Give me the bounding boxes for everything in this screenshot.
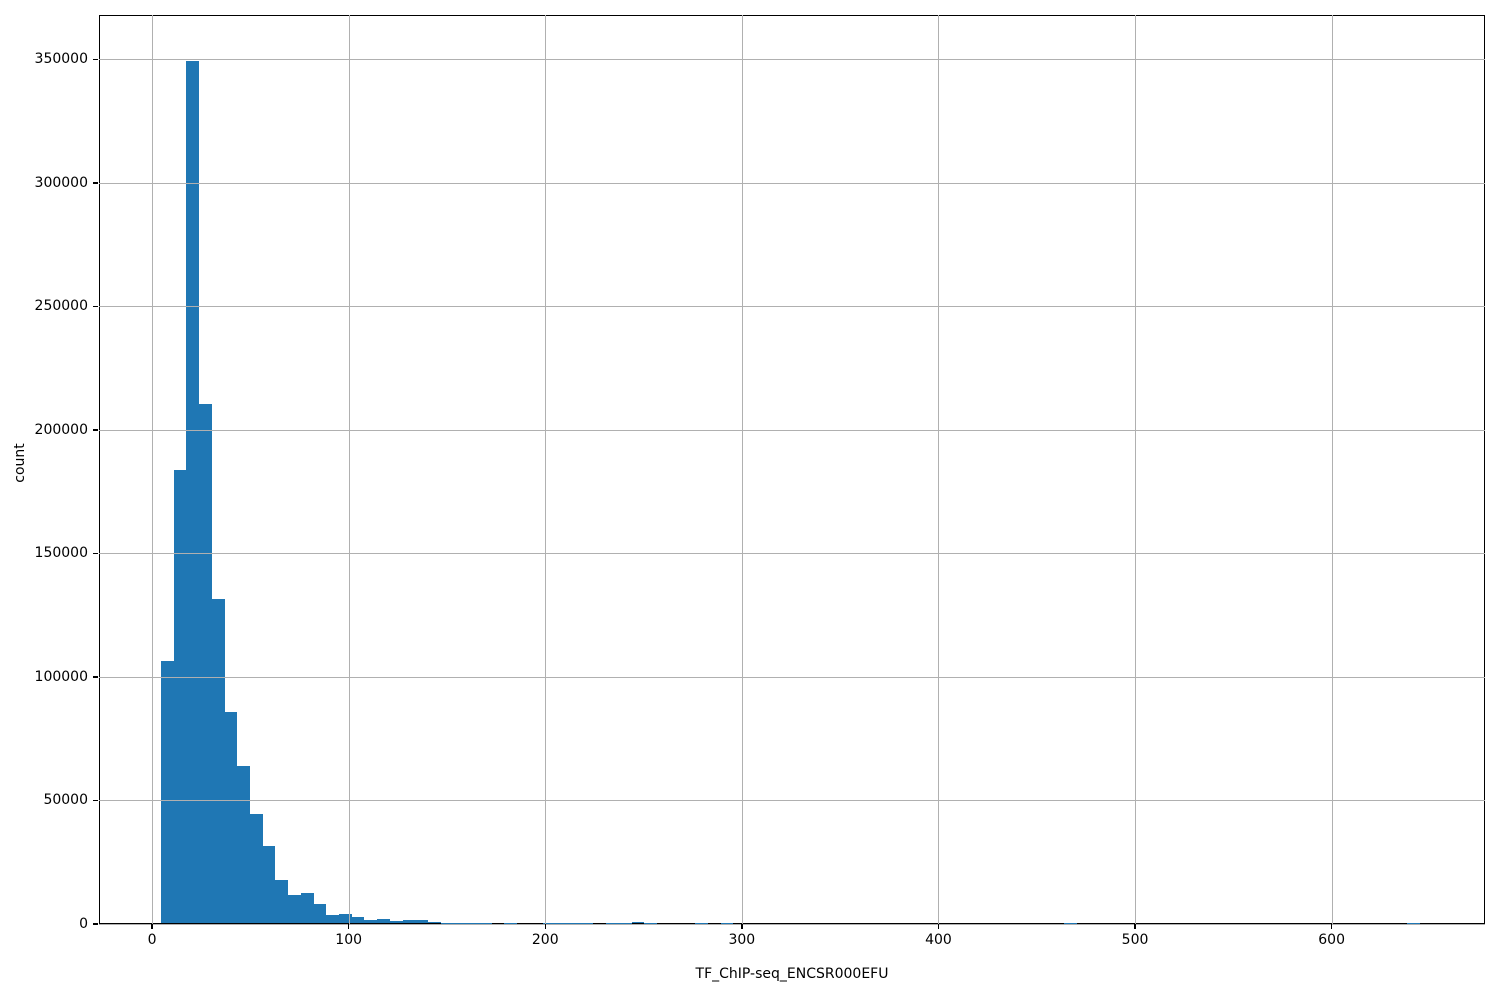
- histogram-bar: [415, 919, 429, 924]
- y-grid-line: [99, 800, 1485, 802]
- histogram-bar: [224, 711, 238, 924]
- histogram-bar: [326, 915, 339, 924]
- y-tick-mark: [93, 305, 98, 308]
- histogram-bar: [237, 765, 250, 924]
- histogram-bar: [389, 921, 403, 924]
- x-grid-line: [152, 15, 154, 924]
- histogram-bar: [288, 895, 301, 924]
- y-tick-label: 150000: [34, 545, 88, 562]
- y-tick-mark: [93, 552, 98, 555]
- y-tick-label: 300000: [34, 174, 88, 191]
- y-grid-line: [99, 306, 1485, 308]
- histogram-bar: [631, 921, 645, 924]
- y-tick-mark: [93, 923, 98, 925]
- x-tick-label: 400: [925, 932, 952, 948]
- x-grid-line: [938, 15, 940, 924]
- y-grid-line: [99, 924, 1485, 925]
- histogram-bar: [300, 893, 314, 924]
- y-tick-mark: [93, 182, 98, 184]
- y-grid-line: [99, 553, 1485, 555]
- y-tick-mark: [93, 799, 98, 802]
- histogram-bar: [313, 904, 327, 924]
- histogram-bar: [402, 919, 416, 924]
- y-tick-label: 0: [79, 916, 88, 932]
- x-grid-line: [1331, 15, 1333, 924]
- histogram-bar: [275, 879, 289, 924]
- histogram-bar: [453, 922, 467, 924]
- histogram-bar: [199, 404, 212, 924]
- y-tick-label: 50000: [43, 792, 88, 809]
- y-grid-line: [99, 676, 1485, 678]
- y-axis-label: count: [12, 443, 28, 483]
- x-tick-mark: [1330, 924, 1333, 929]
- histogram-bar: [695, 922, 708, 924]
- y-tick-label: 100000: [34, 668, 88, 685]
- y-grid-line: [99, 182, 1485, 184]
- y-tick-mark: [93, 58, 98, 61]
- y-tick-label: 200000: [34, 421, 88, 438]
- histogram-bar: [173, 469, 187, 924]
- histogram-bar: [1064, 922, 1077, 924]
- histogram-bar: [160, 660, 174, 924]
- histogram-bar: [504, 922, 518, 924]
- histogram-bar: [262, 845, 276, 924]
- plot-area: [99, 15, 1485, 924]
- x-tick-mark: [544, 924, 546, 929]
- histogram-bar: [1407, 922, 1421, 924]
- x-tick-label: 300: [728, 932, 756, 948]
- y-tick-mark: [93, 429, 98, 431]
- x-grid-line: [1135, 15, 1137, 924]
- x-tick-label: 200: [531, 932, 559, 948]
- histogram-bar: [440, 922, 454, 924]
- histogram-bar: [364, 920, 378, 924]
- x-axis-label: TF_ChIP-seq_ENCSR000EFU: [695, 966, 889, 982]
- x-tick-mark: [347, 924, 350, 929]
- histogram-bar: [377, 918, 390, 924]
- histogram-bar: [211, 599, 225, 924]
- x-tick-mark: [741, 924, 743, 929]
- x-tick-label: 0: [147, 932, 157, 948]
- x-grid-line: [545, 15, 547, 924]
- histogram-bar: [466, 922, 479, 924]
- x-grid-line: [741, 15, 743, 924]
- y-grid-line: [99, 429, 1485, 431]
- x-tick-mark: [937, 924, 940, 929]
- x-tick-label: 500: [1121, 932, 1149, 948]
- y-grid-line: [99, 59, 1485, 61]
- y-tick-label: 250000: [34, 298, 88, 315]
- x-tick-label: 100: [335, 932, 363, 948]
- histogram-bar: [339, 914, 352, 924]
- histogram-bar: [720, 922, 734, 924]
- y-tick-mark: [93, 676, 98, 678]
- y-tick-label: 350000: [34, 51, 88, 68]
- histogram-bar: [351, 916, 365, 924]
- x-tick-mark: [151, 924, 153, 929]
- histogram-bar: [249, 813, 263, 924]
- x-grid-line: [348, 15, 350, 924]
- x-tick-label: 600: [1318, 932, 1346, 948]
- histogram-bar: [428, 921, 441, 924]
- x-tick-mark: [1134, 924, 1136, 929]
- histogram-bar: [186, 60, 200, 924]
